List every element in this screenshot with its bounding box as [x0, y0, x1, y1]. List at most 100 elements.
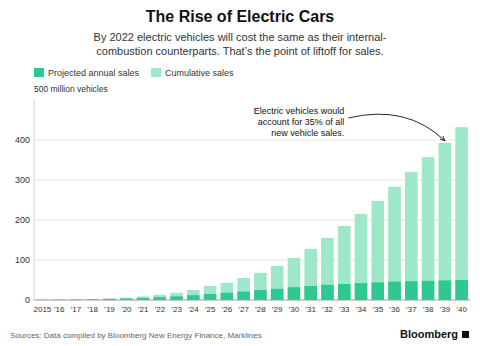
bar [455, 127, 468, 300]
bar [271, 289, 284, 300]
y-axis-label: 500 million vehicles [34, 84, 108, 94]
bar [321, 285, 334, 300]
text-line: Electric vehicles would [254, 106, 345, 116]
source: Sources: Data compiled by Bloomberg New … [10, 331, 262, 340]
x-tick-label: ’21 [138, 305, 149, 314]
x-tick-label: ’23 [171, 305, 182, 314]
text-line: account for 35% of all [258, 117, 345, 127]
bar [153, 297, 166, 300]
y-axis: 0 100 200 300 400 [15, 100, 470, 305]
x-tick-label: ’34 [356, 305, 367, 314]
bar [288, 287, 301, 300]
x-tick-label: ’20 [121, 305, 132, 314]
text-line: new vehicle sales. [271, 128, 344, 138]
bar [153, 295, 166, 300]
x-tick-label: ’22 [154, 305, 165, 314]
subtitle: By 2022 electric vehicles will cost the … [94, 31, 387, 57]
bar [439, 280, 452, 300]
legend-swatch [34, 68, 44, 77]
x-tick-label: 2015 [33, 305, 51, 314]
x-tick-label: ’24 [188, 305, 199, 314]
bars [36, 127, 468, 300]
y-tick-label: 300 [15, 175, 30, 185]
annotation: Electric vehicles wouldaccount for 35% o… [254, 106, 345, 138]
bar [355, 283, 368, 300]
annotation-arrow [348, 114, 445, 141]
bar [271, 266, 284, 300]
baseline [34, 300, 470, 301]
y-tick-label: 0 [25, 295, 30, 305]
grid-line [34, 260, 470, 261]
credit: Bloomberg [400, 328, 458, 340]
legend-item: Cumulative sales [151, 68, 234, 78]
legend-label: Projected annual sales [48, 68, 140, 78]
bar [371, 282, 384, 300]
bar [254, 290, 267, 300]
text-line: By 2022 electric vehicles will cost the … [94, 31, 387, 43]
bar [371, 201, 384, 300]
y-tick-label: 400 [15, 135, 30, 145]
legend-swatch [151, 68, 161, 77]
bar [321, 238, 334, 300]
bar [204, 286, 217, 300]
bar [455, 280, 468, 300]
x-tick-label: ’27 [238, 305, 249, 314]
bar [204, 294, 217, 300]
bar [405, 281, 418, 300]
bar [137, 296, 150, 300]
text-line: combustion counterparts. That’s the poin… [96, 45, 383, 57]
x-tick-label: ’40 [456, 305, 467, 314]
grid-line [34, 140, 470, 141]
legend: Projected annual sales Cumulative sales [34, 68, 234, 78]
bar [439, 143, 452, 300]
x-tick-label: ’28 [255, 305, 266, 314]
chart: The Rise of Electric Cars By 2022 electri… [0, 0, 480, 346]
bar [422, 281, 435, 300]
x-tick-label: ’36 [389, 305, 400, 314]
bar [338, 226, 351, 300]
bar [170, 293, 183, 300]
grid-line [34, 220, 470, 221]
bar [187, 295, 200, 300]
x-tick-label: ’35 [372, 305, 383, 314]
x-tick-label: ’29 [272, 305, 283, 314]
bar [221, 283, 234, 300]
x-tick-label: ’38 [423, 305, 434, 314]
bar [405, 172, 418, 300]
bar [355, 214, 368, 300]
y-axis-line [34, 100, 35, 300]
bar [288, 258, 301, 300]
bar [254, 273, 267, 300]
legend-item: Projected annual sales [34, 68, 140, 78]
bar [187, 290, 200, 300]
legend-label: Cumulative sales [165, 68, 234, 78]
x-tick-label: ’32 [322, 305, 333, 314]
x-tick-label: ’16 [54, 305, 65, 314]
background [0, 0, 480, 346]
title: The Rise of Electric Cars [146, 8, 335, 25]
x-axis: 2015’16 ’17 ’18 ’19 ’20 ’21 ’22 ’23 ’24 ’25 ’26 ’27… [33, 305, 467, 314]
x-tick-label: ’17 [71, 305, 82, 314]
bar [221, 293, 234, 300]
x-tick-label: ’31 [305, 305, 316, 314]
x-tick-label: ’37 [406, 305, 417, 314]
y-tick-label: 100 [15, 255, 30, 265]
bar [304, 286, 317, 300]
x-tick-label: ’33 [339, 305, 350, 314]
bar [388, 282, 401, 300]
x-tick-label: ’18 [87, 305, 98, 314]
bar [388, 187, 401, 300]
x-tick-label: ’25 [205, 305, 216, 314]
bar [237, 292, 250, 300]
bar [422, 157, 435, 300]
x-tick-label: ’19 [104, 305, 115, 314]
logo-square [462, 331, 469, 338]
grid-line [34, 300, 470, 301]
grid-line [34, 180, 470, 181]
bar [338, 284, 351, 300]
bar [304, 249, 317, 300]
x-tick-label: ’39 [440, 305, 451, 314]
x-tick-label: ’26 [222, 305, 233, 314]
y-tick-label: 200 [15, 215, 30, 225]
bar [170, 296, 183, 300]
